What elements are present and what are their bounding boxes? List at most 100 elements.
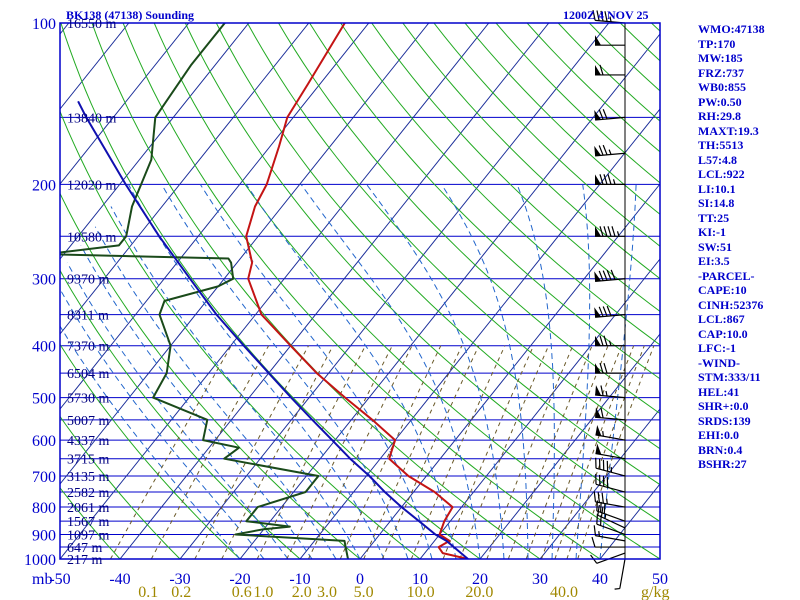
wind-barb-pennant (595, 226, 601, 237)
isotherm-line (60, 23, 370, 410)
wind-barb (591, 536, 625, 548)
temperature-tick-label: -40 (109, 571, 130, 588)
wind-barb (595, 407, 626, 421)
wind-barb-half-feather (598, 531, 600, 537)
dry-adiabat (153, 23, 660, 559)
moist-adiabat (441, 184, 529, 559)
wind-barb (595, 443, 626, 460)
isotherm-line (60, 23, 490, 559)
wind-barb-feather (599, 501, 602, 513)
wind-barb (594, 305, 626, 318)
wind-barb-feather (599, 64, 604, 76)
mixing-ratio-line (442, 345, 534, 559)
height-label: 2582 m (67, 486, 110, 501)
grid-lines (60, 23, 660, 559)
moist-adiabat (127, 184, 385, 559)
wind-barb-staff (595, 116, 626, 121)
index-item: CINH:52376 (698, 297, 764, 312)
wind-barb-feather (599, 226, 604, 237)
wind-barb-staff (597, 514, 626, 529)
isotherm-line (299, 108, 660, 559)
wind-barb (594, 269, 626, 282)
index-item: BRN:0.4 (698, 442, 743, 457)
mixing-ratio-tick-label: 40.0 (550, 584, 578, 600)
height-label: 9370 m (67, 273, 110, 288)
index-item: WB0:855 (698, 80, 746, 94)
wind-barb (595, 335, 625, 347)
wind-barb-pennant (595, 425, 602, 436)
temperature-tick-label: -20 (229, 571, 250, 588)
wind-barb (595, 457, 626, 477)
wind-barb-feather (610, 269, 616, 280)
moist-adiabat (80, 245, 313, 559)
wind-barb-staff (595, 416, 626, 421)
index-item: PW:0.50 (698, 94, 742, 109)
mixing-ratio-line (410, 345, 506, 559)
pressure-tick-label: 400 (32, 339, 56, 356)
dry-adiabat (495, 23, 660, 184)
index-item: LCL:867 (698, 312, 745, 326)
wind-barb (595, 174, 625, 185)
moist-adiabat (300, 184, 481, 559)
moist-adiabat (199, 184, 433, 559)
temperature-tick-label: -30 (169, 571, 190, 588)
wind-barb-staff (619, 558, 626, 589)
wind-barb (595, 425, 626, 441)
mixing-ratio-line (381, 345, 480, 559)
dry-adiabat (60, 343, 241, 559)
wind-barb-feather (607, 226, 612, 237)
wind-barb-half-feather (606, 498, 608, 505)
index-item: LCL:922 (698, 167, 745, 181)
pressure-tick-label: 600 (32, 433, 56, 450)
index-item: LI:10.1 (698, 181, 736, 196)
mixing-ratio-line (486, 345, 574, 559)
wind-barb-pennant (595, 174, 601, 185)
height-label: 4337 m (67, 434, 110, 449)
wind-barb (593, 525, 626, 542)
wind-barb-pennant (594, 145, 602, 156)
mixing-ratio-line (577, 345, 655, 559)
wind-barb (614, 558, 626, 590)
height-label: 2061 m (67, 501, 110, 516)
isotherm-line (239, 33, 660, 559)
parcel-trace (77, 100, 469, 559)
indices-panel: WMO:47138 TP:170 MW:185 FRZ:737 WB0:855 PW:0.… (698, 22, 800, 472)
moist-adiabat (366, 184, 505, 559)
index-item: KI:-1 (698, 225, 726, 239)
isotherm-line (479, 333, 660, 559)
wind-barb-half-feather (605, 390, 608, 397)
wind-barb (594, 109, 626, 121)
wind-barb-half-feather (612, 179, 616, 185)
wind-barb-feather (602, 270, 608, 281)
height-label: 3715 m (67, 453, 110, 468)
height-label: 5730 m (67, 392, 110, 407)
moist-adiabat (66, 262, 289, 559)
wind-barb-feather (596, 513, 599, 525)
temperature-tick-label: -50 (49, 571, 70, 588)
index-item: MAXT:19.3 (698, 123, 759, 138)
index-item: SHR+:0.0 (698, 399, 749, 413)
height-label: 647 m (67, 541, 103, 556)
height-label: 3135 m (67, 470, 110, 485)
mixing-ratio-tick-label: 1.0 (253, 584, 273, 600)
temperature-trace (245, 23, 469, 559)
wind-barb-staff (595, 501, 626, 508)
index-item: SI:14.8 (698, 196, 735, 210)
index-item: TP:170 (698, 36, 736, 51)
wind-barb-feather (603, 503, 606, 514)
chart-title: BK138 (47138) Sounding (66, 8, 194, 22)
isotherm-line (119, 23, 550, 559)
wind-barb-feather (611, 226, 616, 237)
wind-barb-staff (596, 523, 626, 536)
pressure-tick-label: 500 (32, 391, 56, 408)
dry-adiabat (433, 23, 660, 247)
index-item: CAPE:10 (698, 283, 747, 297)
temperature-tick-label: 0 (356, 571, 364, 588)
mixing-ratio-line (194, 345, 309, 559)
mixing-ratio-tick-label: 10.0 (407, 584, 435, 600)
pressure-unit-label: mb (32, 571, 52, 588)
moist-adiabat (94, 226, 337, 559)
wind-barb-half-feather (608, 149, 612, 155)
mixing-ratio-line (110, 345, 232, 559)
